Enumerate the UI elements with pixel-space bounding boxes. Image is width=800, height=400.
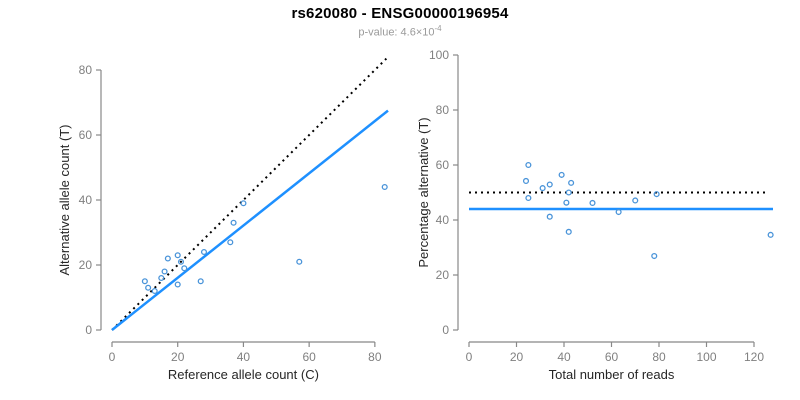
data-point (161, 268, 168, 275)
y-tick-label: 80 (436, 103, 450, 117)
data-point (565, 189, 572, 196)
x-axis-label: Reference allele count (C) (168, 367, 319, 382)
data-point (653, 191, 660, 198)
data-point (177, 258, 185, 265)
data-point (296, 258, 303, 265)
data-point (525, 161, 532, 169)
y-tick-label: 100 (429, 48, 449, 62)
data-point (381, 183, 388, 191)
data-point (174, 281, 181, 288)
data-point (151, 287, 158, 295)
x-tick-label: 100 (696, 350, 716, 364)
data-point (141, 278, 148, 285)
y-tick-label: 60 (436, 158, 450, 172)
y-tick-label: 0 (442, 323, 449, 337)
x-tick-label: 60 (605, 350, 619, 364)
x-tick-label: 20 (510, 350, 524, 364)
data-point (563, 199, 570, 206)
data-point (568, 179, 575, 186)
y-tick-label: 20 (436, 268, 450, 282)
x-tick-label: 80 (368, 350, 382, 364)
x-tick-label: 120 (744, 350, 764, 364)
data-point (767, 231, 774, 238)
y-tick-label: 40 (79, 193, 93, 207)
x-tick-label: 0 (466, 350, 473, 364)
data-point (164, 255, 171, 262)
x-tick-label: 0 (109, 350, 116, 364)
data-point (546, 181, 553, 188)
data-point (240, 200, 247, 207)
data-point (565, 228, 572, 235)
y-tick-label: 80 (79, 63, 93, 77)
allele-counts-panel: 0 20 40 60 80 Reference allele count (C) 0 20 40… (57, 57, 389, 382)
data-point (174, 252, 181, 259)
data-point (615, 208, 622, 216)
y-tick-label: 40 (436, 213, 450, 227)
data-point (539, 185, 546, 192)
data-point (525, 194, 532, 202)
x-tick-label: 20 (171, 350, 185, 364)
data-point (181, 265, 188, 272)
data-point (145, 284, 152, 291)
data-point (651, 252, 658, 260)
x-axis-label: Total number of reads (549, 367, 675, 382)
x-tick-label: 40 (237, 350, 251, 364)
data-point (558, 171, 565, 178)
y-axis-label: Percentage alternative (T) (416, 117, 431, 267)
data-point (227, 239, 234, 246)
x-tick-label: 60 (302, 350, 316, 364)
data-point (230, 219, 237, 226)
x-tick-label: 80 (652, 350, 666, 364)
data-point (200, 248, 208, 256)
x-tick-label: 40 (557, 350, 571, 364)
y-tick-label: 20 (79, 258, 93, 272)
y-axis-label: Alternative allele count (T) (57, 124, 72, 275)
data-point (158, 274, 165, 282)
y-tick-label: 60 (79, 128, 93, 142)
data-point (546, 213, 553, 220)
identity-reference-line (111, 57, 388, 331)
y-tick-label: 0 (85, 323, 92, 337)
data-point (589, 199, 596, 207)
data-point (632, 197, 639, 204)
percentage-alternative-panel: 0 20 40 60 80 100 120 Total number of reads 0 20 4… (416, 48, 774, 382)
data-point (197, 278, 204, 285)
data-point (522, 177, 530, 185)
regression-line (111, 109, 389, 331)
